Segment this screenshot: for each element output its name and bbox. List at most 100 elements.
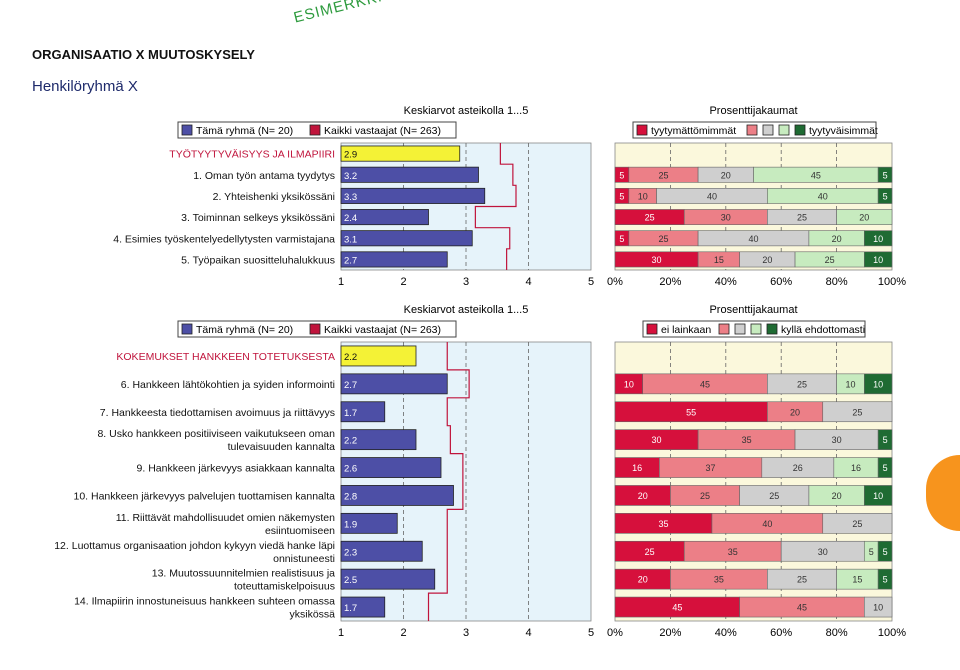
x-tick-label: 60%: [770, 627, 792, 639]
percent-segment-label: 10: [873, 379, 883, 389]
category-label: 4. Esimies työskentelyedellytysten varmi…: [113, 233, 335, 245]
mean-bar: [340, 457, 442, 478]
mean-bar: [340, 485, 454, 506]
percent-segment-label: 55: [686, 407, 696, 417]
category-label: 9. Hankkeen järkevyys asiakkaan kannalta: [137, 463, 336, 475]
percent-segment-label: 20: [638, 575, 648, 585]
x-tick-label: 80%: [826, 276, 848, 288]
legend-label-group: Tämä ryhmä (N= 20): [196, 125, 293, 137]
percent-segment: [877, 540, 893, 562]
percent-segment-label: 10: [638, 191, 648, 201]
percent-segment-label: 20: [859, 213, 869, 223]
mean-value-label: 3.3: [344, 192, 357, 203]
percent-segment-label: 25: [797, 213, 807, 223]
chart-title: Keskiarvot asteikolla 1...5: [404, 304, 529, 316]
percent-chart: Prosenttijakaumat ei lainkaan kyllä ehdott…: [607, 304, 906, 639]
section-label: TYÖTYYTYVÄISYYS JA ILMAPIIRI: [169, 149, 335, 161]
percent-segment-label: 10: [624, 379, 634, 389]
percent-segment-label: 35: [714, 575, 724, 585]
category-label: esiintuomiseen: [265, 525, 335, 537]
percent-segment-label: 30: [652, 435, 662, 445]
category-label: 8. Usko hankkeen positiiviseen vaikutuks…: [97, 428, 335, 440]
mean-value-label: 1.9: [344, 519, 357, 530]
legend-swatch: [766, 323, 778, 335]
percent-segment-label: 16: [851, 463, 861, 473]
percent-segment-label: 25: [797, 379, 807, 389]
percent-segment-label: 35: [728, 547, 738, 557]
x-tick-label: 80%: [826, 627, 848, 639]
percent-segment-label: 20: [832, 234, 842, 244]
percent-segment-label: 10: [873, 491, 883, 501]
category-label: 12. Luottamus organisaation johdon kykyy…: [54, 540, 335, 552]
mean-value-label: 2.5: [344, 575, 357, 586]
x-tick-label: 2: [400, 276, 406, 288]
percent-segment-label: 25: [852, 407, 862, 417]
legend-swatch: [734, 323, 746, 335]
percent-segment-label: 15: [714, 255, 724, 265]
x-tick-label: 5: [588, 627, 594, 639]
x-tick-label: 40%: [715, 276, 737, 288]
x-tick-label: 40%: [715, 627, 737, 639]
percent-segment-label: 5: [869, 547, 874, 557]
percent-segment-label: 40: [748, 234, 758, 244]
percent-segment: [877, 166, 893, 183]
percent-segment-label: 30: [652, 255, 662, 265]
page-title: ORGANISAATIO X MUUTOSKYSELY: [32, 47, 255, 62]
percent-segment-label: 25: [645, 547, 655, 557]
mean-bar: [340, 209, 429, 226]
x-tick-label: 4: [525, 627, 531, 639]
legend-label-low: tyytymättömimmät: [651, 125, 736, 137]
percent-segment-label: 5: [883, 191, 888, 201]
percent-segment-label: 45: [797, 603, 807, 613]
percent-segment-label: 45: [672, 603, 682, 613]
mean-value-label: 2.9: [344, 150, 357, 161]
category-label: 7. Hankkeesta tiedottamisen avoimuus ja …: [100, 407, 335, 419]
legend-label-all: Kaikki vastaajat (N= 263): [324, 324, 441, 336]
percent-segment: [822, 513, 893, 534]
x-tick-label: 5: [588, 276, 594, 288]
x-tick-label: 60%: [770, 276, 792, 288]
legend-label-group: Tämä ryhmä (N= 20): [196, 324, 293, 336]
category-label: 13. Muutossuunnitelmien realistisuus ja: [152, 568, 335, 580]
legend-swatch: [778, 124, 790, 136]
percent-segment-label: 35: [658, 519, 668, 529]
mean-value-label: 2.2: [344, 436, 357, 447]
percent-segment-label: 20: [790, 407, 800, 417]
percent-segment-label: 45: [811, 170, 821, 180]
legend-swatch: [794, 124, 806, 136]
percent-segment-label: 15: [852, 575, 862, 585]
percent-segment-label: 35: [742, 435, 752, 445]
legend-label-high: tyytyväisimmät: [809, 125, 878, 137]
legend-swatch: [746, 124, 758, 136]
percent-segment-label: 5: [883, 547, 888, 557]
mean-bar: [340, 187, 486, 204]
percent-segment: [863, 251, 893, 268]
mean-bar: [340, 345, 417, 367]
percent-segment-label: 25: [658, 234, 668, 244]
mean-value-label: 2.7: [344, 255, 357, 266]
x-tick-label: 20%: [659, 276, 681, 288]
legend-swatch: [762, 124, 774, 136]
percent-segment-label: 30: [721, 213, 731, 223]
mean-bar: [340, 401, 386, 423]
x-tick-label: 3: [463, 627, 469, 639]
legend-swatch: [750, 323, 762, 335]
percent-segment-label: 25: [700, 491, 710, 501]
legend-label-all: Kaikki vastaajat (N= 263): [324, 125, 441, 137]
percent-segment-label: 5: [619, 234, 624, 244]
category-label: 3. Toiminnan selkeys yksikössäni: [181, 212, 335, 224]
x-tick-label: 3: [463, 276, 469, 288]
legend-label-low: ei lainkaan: [661, 324, 711, 336]
x-tick-label: 100%: [878, 276, 906, 288]
mean-value-label: 1.7: [344, 408, 357, 419]
category-label: tulevaisuuden kannalta: [228, 441, 336, 453]
legend-swatch-group: [181, 323, 193, 335]
percent-segment-label: 25: [852, 519, 862, 529]
chart-title: Keskiarvot asteikolla 1...5: [404, 105, 529, 117]
percent-segment: [877, 429, 893, 450]
percent-segment-label: 40: [762, 519, 772, 529]
percent-segment: [863, 596, 893, 618]
x-tick-label: 2: [400, 627, 406, 639]
legend-swatch: [646, 323, 658, 335]
means-chart: Keskiarvot asteikolla 1...5 Tämä ryhmä (N…: [54, 304, 594, 639]
